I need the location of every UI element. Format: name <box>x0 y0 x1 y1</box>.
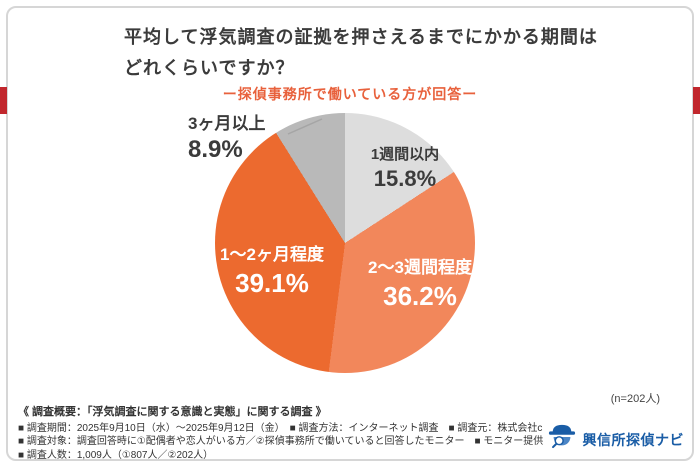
pie-label-3months-plus-percent: 8.9% <box>188 136 243 163</box>
pie-label-1week-text: 1週間以内 <box>370 146 440 163</box>
pie-label-1week-percent: 15.8% <box>373 166 437 191</box>
accent-bar-right <box>693 87 700 114</box>
survey-overview: 《 調査概要：「浮気調査に関する意識と実態」に関する調査 》 ■ 調査期間：20… <box>18 406 682 462</box>
pie-label-1week: 1週間以内 15.8% <box>345 145 465 192</box>
survey-overview-line: ■ 調査期間：2025年9月10日（水）〜2025年9月12日（金） ■ 調査方… <box>18 422 580 434</box>
pie-label-3months-plus: 3ヶ月以上 8.9% <box>188 112 328 164</box>
pie-label-1-2months-percent: 39.1% <box>235 268 309 298</box>
pie-label-2-3weeks: 2〜3週間程度 36.2% <box>345 256 495 313</box>
chart-subtitle: ー探偵事務所で働いている方が回答ー <box>222 86 478 102</box>
pie-label-2-3weeks-text: 2〜3週間程度 <box>368 258 472 277</box>
pie-label-3months-plus-text: 3ヶ月以上 <box>188 114 266 133</box>
chart-title-line2: どれくらいですか？ <box>124 58 295 78</box>
brand-logo: 興信所探偵ナビ <box>542 423 684 456</box>
pie-label-1-2months: 1〜2ヶ月程度 39.1% <box>197 243 347 300</box>
survey-overview-heading: 《 調査概要：「浮気調査に関する意識と実態」に関する調査 》 <box>18 406 327 418</box>
sample-size-note: (n=202人) <box>610 393 660 405</box>
survey-overview-line: ■ 調査人数：1,009人（①807人／②202人） <box>18 449 214 461</box>
pie-label-2-3weeks-percent: 36.2% <box>383 281 457 311</box>
detective-logo-icon <box>547 423 577 456</box>
pie-chart <box>215 113 475 373</box>
pie-label-1-2months-text: 1〜2ヶ月程度 <box>220 245 324 264</box>
brand-name: 興信所探偵ナビ <box>582 431 684 448</box>
chart-title: 平均して浮気調査の証拠を押さえるまでにかかる期間は どれくらいですか？ <box>124 22 598 84</box>
accent-bar-left <box>0 87 7 114</box>
survey-overview-line: ■ 調査対象：調査回答時に①配偶者や恋人がいる方／②探偵事務所で働いていると回答… <box>18 436 642 447</box>
chart-title-line1: 平均して浮気調査の証拠を押さえるまでにかかる期間は <box>124 27 598 47</box>
